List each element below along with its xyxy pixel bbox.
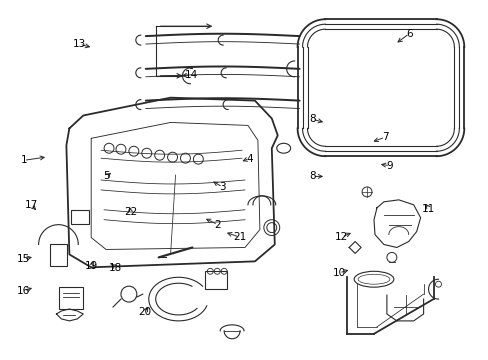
Text: 8: 8 [308, 114, 315, 124]
Text: 14: 14 [184, 69, 197, 80]
Text: 17: 17 [24, 200, 38, 210]
Text: 4: 4 [245, 154, 252, 163]
Text: 15: 15 [17, 253, 30, 264]
Text: 21: 21 [233, 232, 246, 242]
Text: 9: 9 [386, 161, 392, 171]
Text: 2: 2 [214, 220, 221, 230]
Text: 10: 10 [332, 268, 345, 278]
Text: 3: 3 [219, 182, 225, 192]
Text: 11: 11 [422, 203, 435, 213]
Text: 19: 19 [85, 261, 98, 271]
Text: 6: 6 [406, 28, 412, 39]
Text: 18: 18 [109, 262, 122, 273]
Text: 16: 16 [17, 286, 30, 296]
Text: 20: 20 [138, 307, 151, 317]
Text: 7: 7 [381, 132, 388, 142]
Text: 22: 22 [123, 207, 137, 217]
Text: 12: 12 [334, 232, 347, 242]
Text: 8: 8 [308, 171, 315, 181]
Text: 5: 5 [102, 171, 109, 181]
Text: 13: 13 [73, 39, 86, 49]
Text: 1: 1 [20, 156, 27, 165]
